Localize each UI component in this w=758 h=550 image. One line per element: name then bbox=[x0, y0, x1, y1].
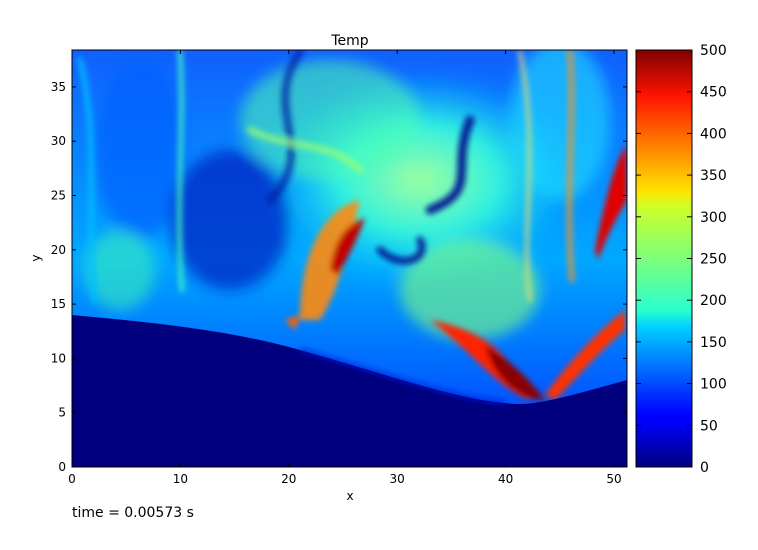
colorbar-tick-label: 300 bbox=[700, 210, 727, 226]
chart-title: Temp bbox=[330, 33, 368, 49]
colorbar-tick-label: 150 bbox=[700, 335, 727, 351]
y-tick-label: 20 bbox=[51, 243, 66, 257]
x-tick-label: 30 bbox=[390, 472, 405, 486]
y-tick-label: 5 bbox=[58, 406, 66, 420]
y-tick-label: 35 bbox=[51, 80, 66, 94]
heatmap-field bbox=[72, 50, 627, 467]
x-tick-label: 40 bbox=[498, 472, 513, 486]
time-annotation: time = 0.00573 s bbox=[72, 505, 194, 521]
colorbar-ticks: 0 50 100 150 200 250 300 350 400 450 500 bbox=[636, 43, 727, 476]
y-axis-ticks: 0 5 10 15 20 25 30 35 bbox=[51, 80, 627, 474]
colorbar-tick-label: 450 bbox=[700, 85, 727, 101]
colorbar-tick-label: 400 bbox=[700, 126, 727, 142]
y-tick-label: 15 bbox=[51, 297, 66, 311]
x-axis-label: x bbox=[346, 489, 353, 503]
colorbar-tick-label: 100 bbox=[700, 377, 727, 393]
colorbar-tick-label: 200 bbox=[700, 293, 727, 309]
plot-frame bbox=[71, 49, 628, 468]
y-tick-label: 30 bbox=[51, 134, 66, 148]
y-tick-label: 0 bbox=[58, 460, 66, 474]
x-tick-label: 20 bbox=[281, 472, 296, 486]
x-axis-ticks: 0 10 20 30 40 50 bbox=[68, 50, 622, 486]
colorbar-tick-label: 50 bbox=[700, 418, 718, 434]
x-tick-label: 0 bbox=[68, 472, 76, 486]
x-tick-label: 10 bbox=[173, 472, 188, 486]
colorbar-tick-label: 0 bbox=[700, 460, 709, 476]
y-tick-label: 25 bbox=[51, 189, 66, 203]
y-tick-label: 10 bbox=[51, 351, 66, 365]
colorbar-tick-label: 250 bbox=[700, 252, 727, 268]
x-tick-label: 50 bbox=[606, 472, 621, 486]
y-axis-label: y bbox=[29, 254, 43, 261]
colorbar bbox=[635, 49, 693, 468]
colorbar-tick-label: 350 bbox=[700, 168, 727, 184]
colorbar-tick-label: 500 bbox=[700, 43, 727, 59]
